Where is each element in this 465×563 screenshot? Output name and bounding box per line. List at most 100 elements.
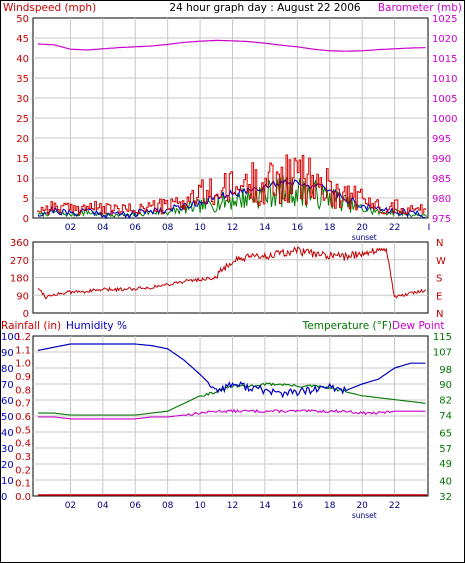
wind-x-tick-label: 10 xyxy=(194,223,206,233)
barometer-tick-label: 1000 xyxy=(432,114,457,125)
thr-x-tick-label: 12 xyxy=(227,501,238,511)
temperature-tick-label: 57 xyxy=(439,444,452,455)
rainfall-axis-label: Rainfall (in) xyxy=(1,320,61,332)
wind-x-tick-label: 20 xyxy=(356,223,368,233)
wind-x-tick-label: 16 xyxy=(292,223,304,233)
rainfall-tick-label: 0.9 xyxy=(15,372,31,383)
thr-x-tick-label: 22 xyxy=(389,501,400,511)
wind-lull-line xyxy=(37,175,428,218)
windspeed-axis-label: Windspeed (mph) xyxy=(3,2,96,14)
barometer-tick-label: 1015 xyxy=(432,54,457,65)
rainfall-tick-label: 0.8 xyxy=(15,385,31,396)
rainfall-tick-label: 0.0 xyxy=(15,492,31,503)
wind-x-tick-label: 02 xyxy=(65,223,76,233)
temperature-tick-label: 107 xyxy=(433,347,452,358)
winddir-compass-label: S xyxy=(436,274,442,285)
barometer-tick-label: 990 xyxy=(432,154,451,165)
rainfall-tick-label: 0.4 xyxy=(15,439,31,450)
barometer-line xyxy=(37,39,426,52)
wind-x-tick-label: 04 xyxy=(97,223,109,233)
windspeed-tick-label: 5 xyxy=(23,194,29,205)
rainfall-tick-label: 0.2 xyxy=(15,465,31,476)
temperature-tick-label: 115 xyxy=(433,332,452,343)
thr-x-tick-label: 02 xyxy=(65,501,76,511)
temperature-tick-label: 90 xyxy=(439,380,452,391)
thr-x-tick-label: 06 xyxy=(130,501,142,511)
barometer-tick-label: 980 xyxy=(432,194,451,205)
rainfall-tick-label: 1.1 xyxy=(15,345,31,356)
humidity-line xyxy=(37,343,426,399)
wind-x-tick-label: 22 xyxy=(389,223,400,233)
humidity-tick-label: 60 xyxy=(1,396,14,407)
wind-x-tick-label: 12 xyxy=(227,223,238,233)
winddir-compass-label: W xyxy=(436,256,446,267)
winddir-tick-label: 360 xyxy=(10,238,29,249)
temperature-tick-label: 74 xyxy=(439,411,452,422)
wind-x-tick-label: 08 xyxy=(162,223,174,233)
thr-x-tick-label: 10 xyxy=(194,501,206,511)
wind-x-tick-label: 06 xyxy=(130,223,142,233)
humidity-tick-label: 30 xyxy=(1,444,14,455)
temperature-tick-label: 65 xyxy=(439,428,452,439)
humidity-tick-label: 100 xyxy=(1,332,20,343)
rainfall-tick-label: 0.6 xyxy=(15,412,31,423)
rainfall-tick-label: 1.2 xyxy=(15,332,31,343)
windspeed-tick-label: 25 xyxy=(16,114,29,125)
windspeed-tick-label: 35 xyxy=(16,74,29,85)
thr-x-tick-label: 08 xyxy=(162,501,174,511)
wind-sunset-label: sunset xyxy=(352,233,377,242)
humidity-tick-label: 20 xyxy=(1,460,14,471)
winddir-tick-label: 180 xyxy=(10,274,29,285)
humidity-tick-label: 80 xyxy=(1,364,14,375)
chart-marks-layer: 0510152025303540455097598098599099510001… xyxy=(1,14,457,520)
barometer-tick-label: 1025 xyxy=(432,14,457,25)
wind-average-line xyxy=(37,178,426,220)
temperature-tick-label: 32 xyxy=(439,492,452,503)
barometer-tick-label: 975 xyxy=(432,214,451,225)
barometer-tick-label: 985 xyxy=(432,174,451,185)
windspeed-tick-label: 0 xyxy=(23,214,29,225)
humidity-tick-label: 90 xyxy=(1,348,14,359)
barometer-axis-label: Barometer (mb) xyxy=(378,2,462,14)
rainfall-tick-label: 0.5 xyxy=(15,425,31,436)
windspeed-tick-label: 45 xyxy=(16,34,29,45)
humidity-axis-label: Humidity % xyxy=(66,320,127,332)
windspeed-tick-label: 20 xyxy=(16,134,29,145)
winddir-tick-label: 270 xyxy=(10,256,29,267)
rainfall-tick-label: 0.7 xyxy=(15,399,31,410)
windspeed-tick-label: 30 xyxy=(16,94,29,105)
winddir-compass-label: N xyxy=(436,238,443,249)
winddir-tick-label: 0 xyxy=(23,309,29,320)
windspeed-tick-label: 40 xyxy=(16,54,29,65)
humidity-tick-label: 40 xyxy=(1,428,14,439)
thr-x-tick-label: 04 xyxy=(97,501,109,511)
winddir-tick-label: 90 xyxy=(16,291,29,302)
dewpoint-line xyxy=(38,408,426,420)
humidity-tick-label: 0 xyxy=(1,492,7,503)
windspeed-line xyxy=(37,154,426,215)
barometer-tick-label: 995 xyxy=(432,134,451,145)
winddir-compass-label: N xyxy=(436,309,443,320)
temperature-tick-label: 98 xyxy=(439,365,452,376)
thr-x-tick-label: 16 xyxy=(292,501,304,511)
barometer-tick-label: 1010 xyxy=(432,74,457,85)
temperature-tick-label: 40 xyxy=(439,477,452,488)
temperature-tick-label: 82 xyxy=(439,396,452,407)
wind-direction-line xyxy=(37,246,427,300)
windspeed-tick-label: 10 xyxy=(16,174,29,185)
rainfall-tick-label: 1.0 xyxy=(15,359,31,370)
thr-x-tick-label: 18 xyxy=(324,501,336,511)
temperature-tick-label: 49 xyxy=(439,459,452,470)
thr-x-tick-label: 14 xyxy=(259,501,271,511)
humidity-tick-label: 70 xyxy=(1,380,14,391)
winddir-compass-label: E xyxy=(436,291,442,302)
humidity-tick-label: 50 xyxy=(1,412,14,423)
barometer-tick-label: 1005 xyxy=(432,94,457,105)
windspeed-tick-label: 15 xyxy=(16,154,29,165)
temperature-axis-label: Temperature (°F) xyxy=(302,320,392,332)
thr-x-tick-label: 20 xyxy=(356,501,368,511)
humidity-tick-label: 10 xyxy=(1,476,14,487)
rainfall-tick-label: 0.3 xyxy=(15,452,31,463)
